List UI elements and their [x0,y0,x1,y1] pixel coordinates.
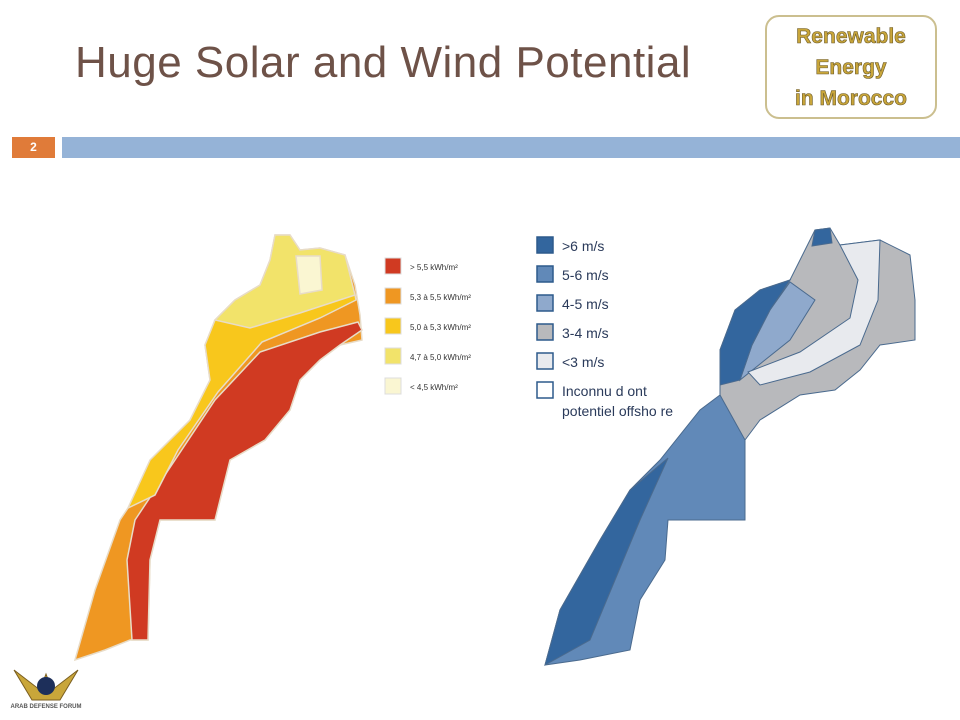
legend-swatch [384,287,402,305]
badge: Renewable Energy in Morocco [765,15,937,119]
legend-label: 3-4 m/s [562,325,609,341]
badge-line: in Morocco [794,86,908,110]
wind-region [747,239,881,386]
legend-swatch [536,352,554,370]
legend-label: 5-6 m/s [562,267,609,283]
legend-label: < 4,5 kWh/m² [410,383,458,392]
legend-label: 4-5 m/s [562,296,609,312]
legend-label: 5,3 à 5,5 kWh/m² [410,293,471,302]
legend-label: Inconnu d ont [562,383,647,399]
logo: ARAB DEFENSE FORUM [10,660,82,716]
solar-region [126,321,363,641]
legend-swatch [536,294,554,312]
wind-region [544,457,669,667]
legend-swatch [536,236,554,254]
legend-swatch [384,257,402,275]
slide-number: 2 [12,137,55,158]
legend-label: 5,0 à 5,3 kWh/m² [410,323,471,332]
header-bar [62,137,960,158]
badge-line: Energy [815,55,887,79]
logo-text: ARAB DEFENSE FORUM [10,704,82,710]
legend-swatch [384,317,402,335]
slide-title: Huge Solar and Wind Potential [75,38,692,87]
legend-label: > 5,5 kWh/m² [410,263,458,272]
legend-label: potentiel offsho re [562,403,673,419]
legend-swatch [536,381,554,399]
legend-label: 4,7 à 5,0 kWh/m² [410,353,471,362]
legend-label: >6 m/s [562,238,604,254]
legend-swatch [384,377,402,395]
wind-region [811,227,833,247]
legend-swatch [384,347,402,365]
legend-swatch [536,323,554,341]
wind-map [544,227,916,667]
solar-map [73,234,363,662]
solar-region [295,255,323,295]
legend-label: <3 m/s [562,354,604,370]
logo-emblem [13,669,79,701]
legend-swatch [536,265,554,283]
wind-region [719,279,792,386]
badge-line: Renewable [796,24,906,48]
